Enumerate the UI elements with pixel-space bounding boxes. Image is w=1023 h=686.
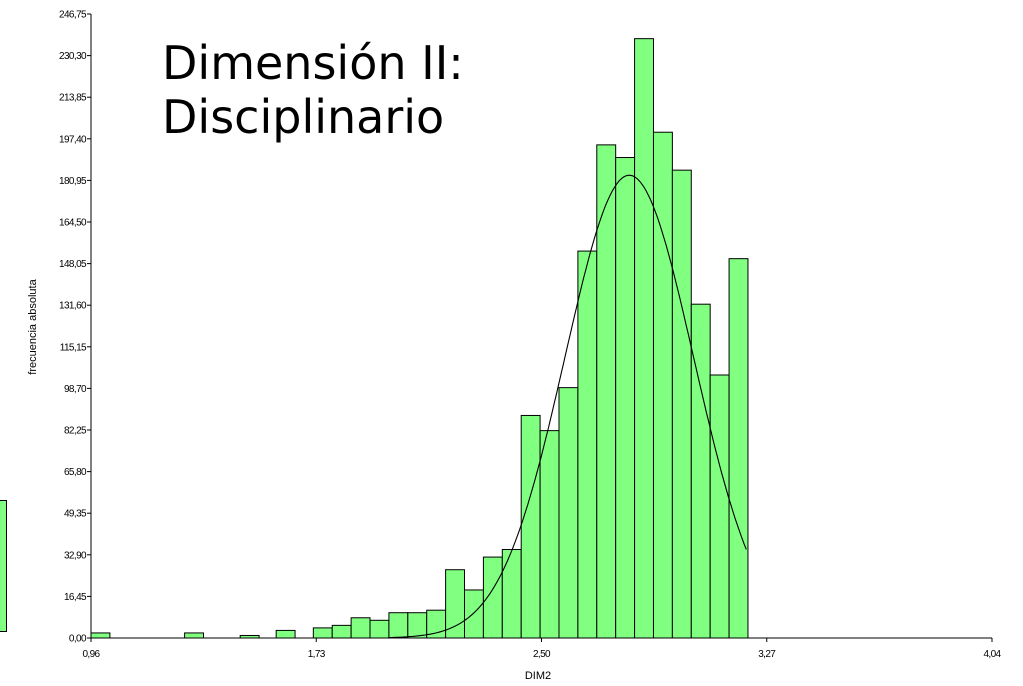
- histogram-bar-22: [634, 38, 654, 639]
- histogram-bar-18: [558, 387, 579, 639]
- histogram-bar-7: [350, 617, 371, 639]
- axes-layer: 0,00 16,45 32,90 49,35 65,80 82,25 98,70 115,15…: [59, 10, 1002, 661]
- x-tick-label: 3,27: [758, 649, 776, 660]
- histogram-bar-27: [728, 258, 749, 639]
- x-axis-title: DIM2: [525, 670, 551, 682]
- y-tick-label: 164,50: [59, 218, 87, 229]
- y-tick-label: 197,40: [59, 134, 87, 145]
- chart-title: Dimensión II: Disciplinario: [162, 36, 464, 144]
- bars-layer: [90, 38, 749, 639]
- histogram-bar-15: [501, 548, 522, 639]
- histogram-bar-12: [445, 569, 466, 639]
- histogram-bar-2: [184, 632, 205, 639]
- y-tick-label: 0,00: [69, 634, 87, 645]
- y-tick-label: 16,45: [64, 592, 87, 603]
- histogram-bar-14: [482, 556, 503, 639]
- histogram-bar-4: [275, 629, 296, 639]
- x-tick-label: 0,96: [82, 649, 100, 660]
- y-tick-label: 180,95: [59, 176, 87, 187]
- histogram-bar-20: [596, 144, 617, 639]
- y-tick-label: 213,85: [59, 93, 87, 104]
- title-line-2: Disciplinario: [162, 90, 445, 144]
- y-tick-label: 65,80: [64, 467, 87, 478]
- histogram-bar-26: [709, 374, 730, 639]
- histogram-bar-25: [690, 303, 711, 639]
- histogram-bar-19: [577, 250, 598, 639]
- y-tick-label: 246,75: [59, 10, 87, 21]
- y-tick-label: 148,05: [59, 259, 87, 270]
- normal-curve: [389, 174, 747, 639]
- y-axis-title: frecuencia absoluta: [27, 278, 39, 374]
- legend-swatch: [0, 500, 7, 632]
- histogram-bar-10: [407, 612, 428, 639]
- histogram-bar-9: [388, 612, 409, 639]
- x-tick-label: 1,73: [308, 649, 326, 660]
- histogram-bar-16: [520, 414, 541, 639]
- x-tick-label: 2,50: [533, 649, 551, 660]
- x-tick-label: 4,04: [983, 649, 1001, 660]
- histogram-bar-1: [90, 632, 111, 639]
- histogram-bar-24: [671, 169, 692, 639]
- histogram-bar-8: [369, 619, 390, 639]
- histogram-bar-17: [539, 430, 560, 639]
- y-tick-label: 115,15: [60, 342, 87, 353]
- y-tick-label: 98,70: [64, 384, 87, 395]
- title-line-1: Dimensión II:: [162, 36, 464, 90]
- histogram-bar-23: [652, 131, 673, 639]
- y-tick-label: 82,25: [64, 426, 87, 437]
- y-tick-label: 49,35: [64, 509, 87, 520]
- y-tick-label: 32,90: [64, 550, 87, 561]
- histogram-bar-6: [331, 624, 352, 639]
- histogram-bar-21: [615, 157, 636, 639]
- histogram-bar-13: [464, 589, 484, 639]
- y-tick-label: 131,60: [59, 301, 87, 312]
- y-tick-label: 230,30: [59, 51, 87, 62]
- histogram-bar-5: [312, 627, 333, 639]
